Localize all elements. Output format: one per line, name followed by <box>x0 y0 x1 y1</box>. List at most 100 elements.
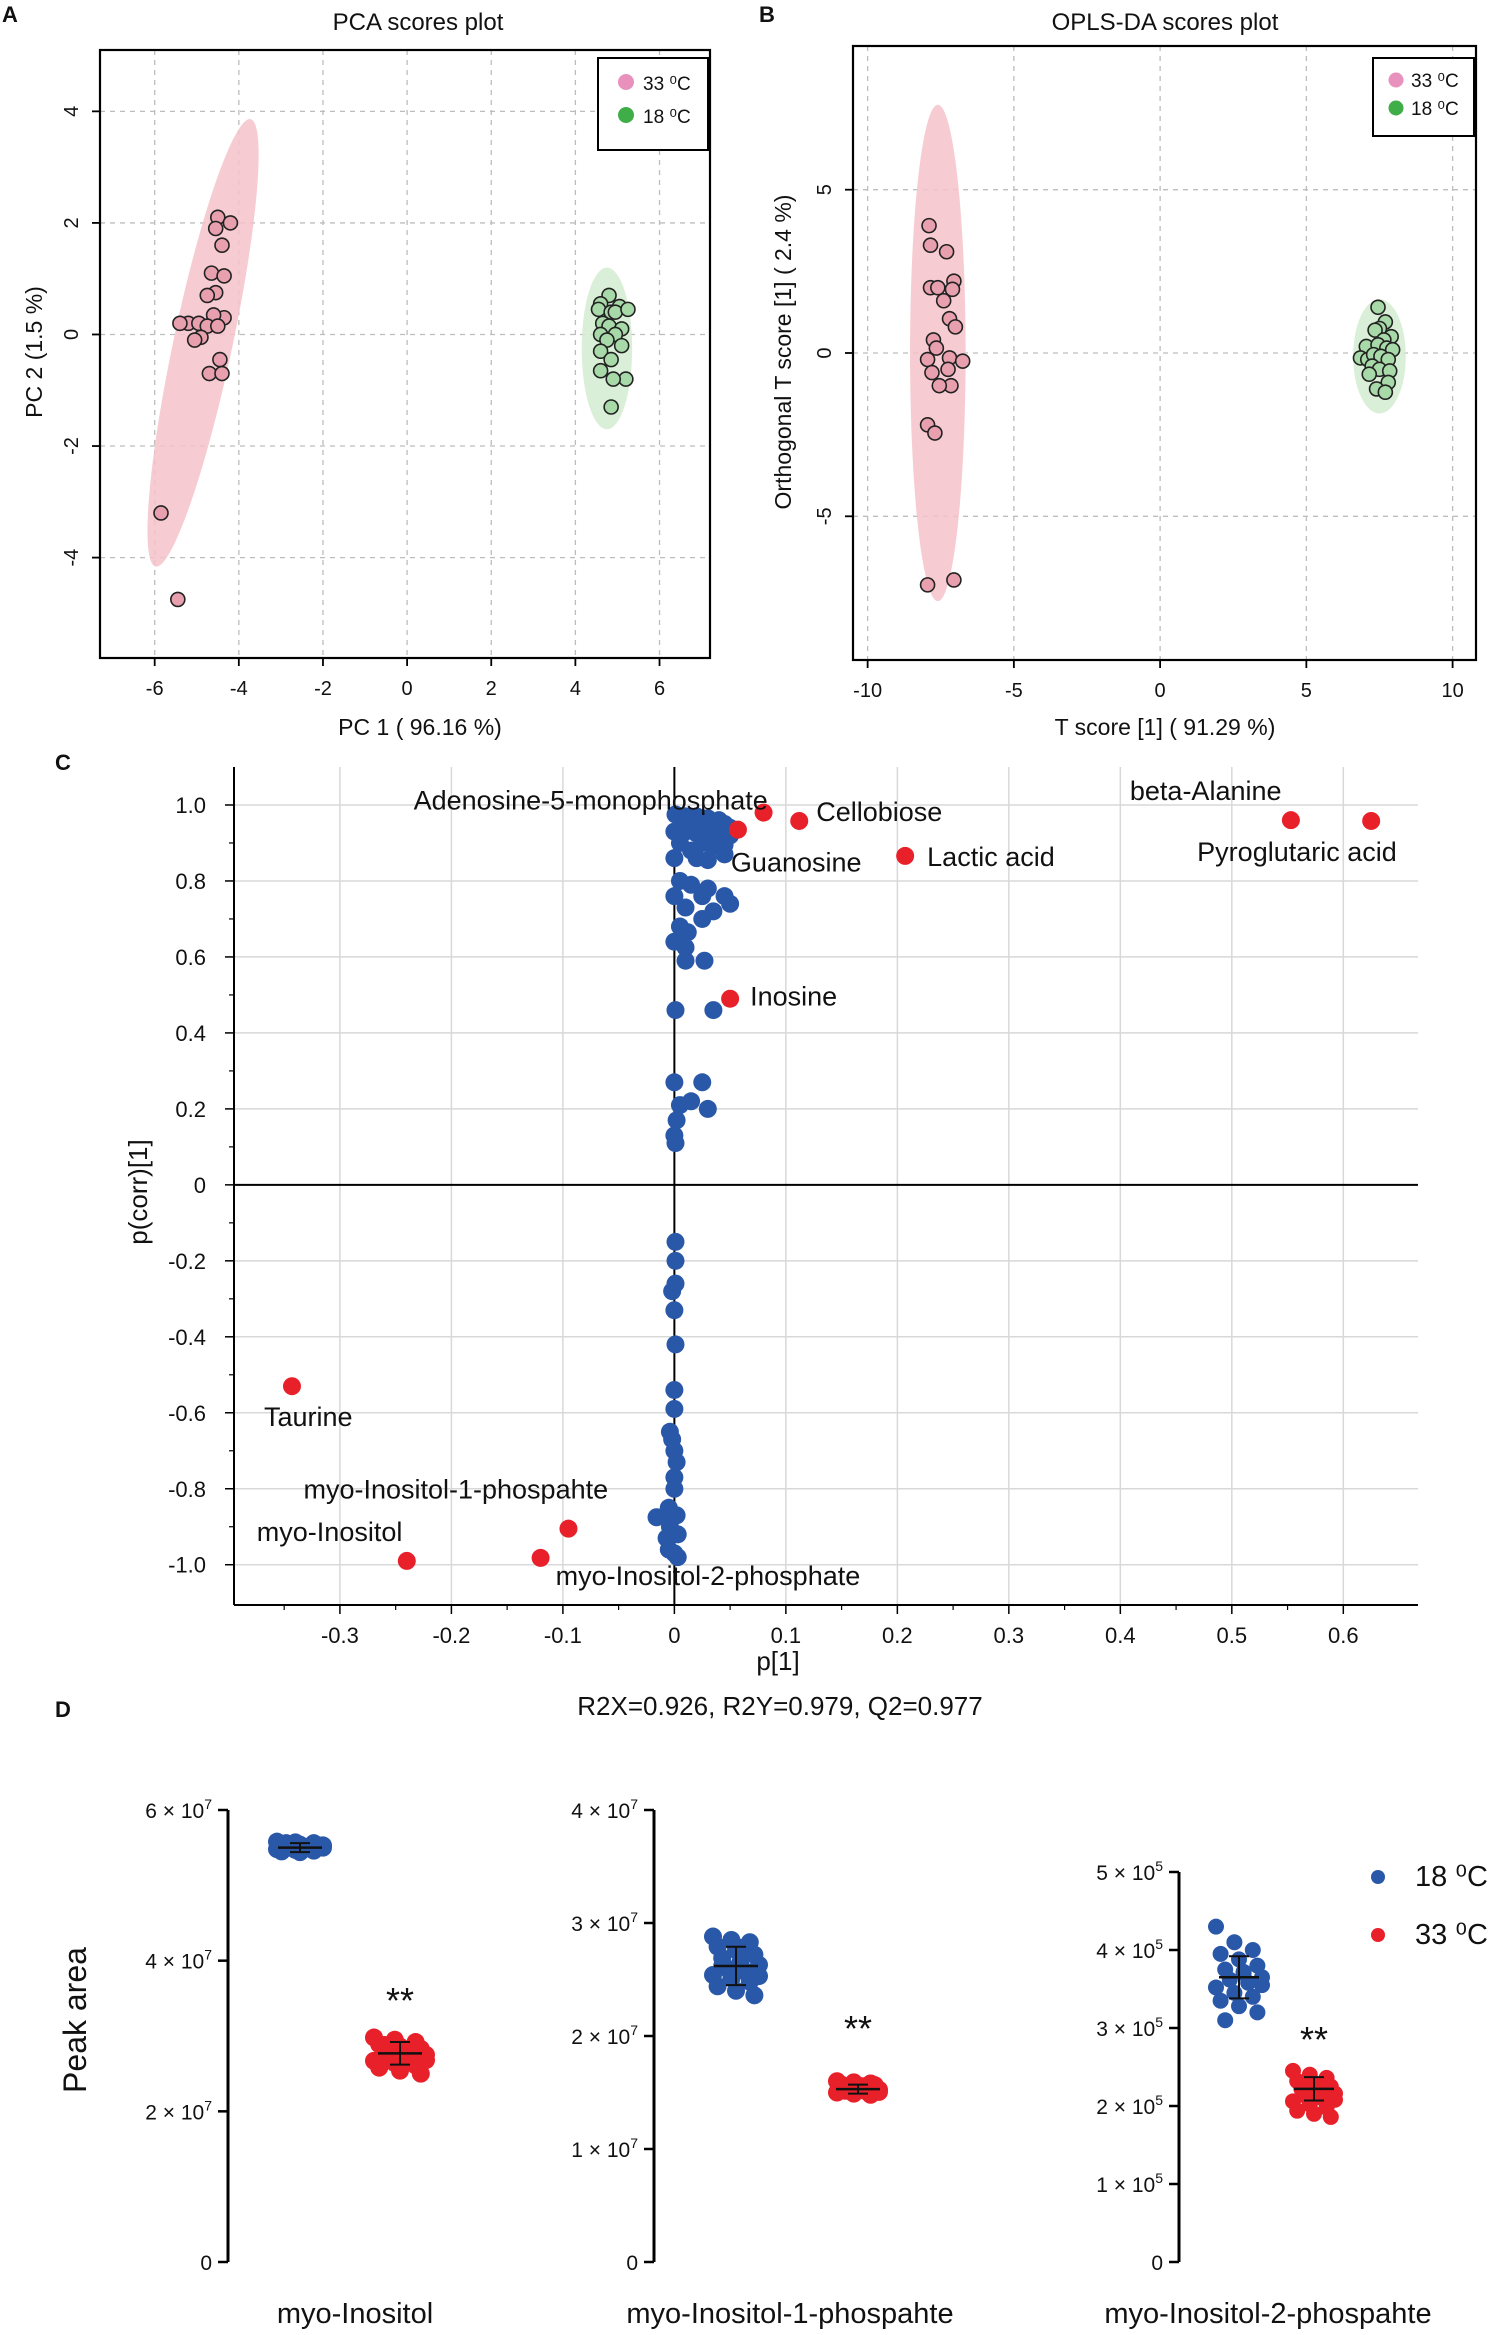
panel-letter-d: D <box>55 1697 71 1722</box>
splot-point-highlighted <box>559 1519 578 1538</box>
dot-myo-inositol-2-phospahte-point-18c <box>1254 1977 1270 1994</box>
splot-x-tick-label: 0.4 <box>1105 1623 1136 1648</box>
splot-point-metabolite <box>663 1282 682 1301</box>
splot-point-highlighted <box>1281 811 1300 830</box>
splot-point-metabolite <box>665 1479 684 1498</box>
oplsda-legend: 33 ⁰C 18 ⁰C <box>1372 57 1475 137</box>
splot-point-metabolite <box>678 923 697 942</box>
pca-y-tick-label: -4 <box>61 549 83 567</box>
splot-x-tick-label: 0.3 <box>994 1623 1025 1648</box>
pca-point-18c <box>620 301 636 318</box>
splot-point-metabolite <box>682 875 701 894</box>
splot-x-tick-label: 0 <box>668 1623 680 1648</box>
pca-point-18c <box>603 351 619 368</box>
splot-panel: C Adenosine-5-monophosphate Cellobiose Gua… <box>55 750 1418 1721</box>
pca-y-tick-label: 4 <box>61 106 83 117</box>
dotplot-legend-label-18c: 18 ⁰C <box>1415 1861 1488 1893</box>
dot-myo-inositol-point-33c <box>370 2058 389 2077</box>
dot-myo-inositol-1-phospahte-y-tick-label: 2 × 107 <box>571 2022 638 2049</box>
dot-myo-inositol-1-phospahte-point-18c <box>727 1981 745 2000</box>
pca-point-33c <box>214 365 230 382</box>
pca-legend-label-33c: 33 ⁰C <box>643 74 691 95</box>
panel-letter-a: A <box>2 2 18 27</box>
splot-y-tick-label: 0.8 <box>175 869 206 894</box>
splot-point-metabolite <box>665 849 684 868</box>
pca-x-axis-label: PC 1 ( 96.16 %) <box>338 714 502 740</box>
dot-myo-inositol-2-phospahte-y-tick-exponent: 5 <box>1155 1936 1163 1952</box>
splot-point-metabolite <box>676 938 695 957</box>
splot-point-metabolite <box>682 1092 701 1111</box>
splot-point-metabolite <box>693 909 712 928</box>
pca-plot-frame <box>98 48 712 660</box>
oplsda-point-18c <box>1361 366 1378 383</box>
splot-x-tick-label: 0.6 <box>1328 1623 1359 1648</box>
dot-myo-inositol-y-tick-label: 6 × 107 <box>145 1796 212 1823</box>
dotplot-legend-marker-33c <box>1371 1928 1385 1942</box>
dot-myo-inositol-1-phospahte-point-18c <box>745 1986 764 2005</box>
splot-y-tick-label: -0.8 <box>168 1477 206 1502</box>
pca-x-tick-label: 0 <box>402 678 413 700</box>
dot-myo-inositol-1-phospahte-y-tick-label: 0 <box>626 2252 638 2275</box>
splot-point-metabolite <box>665 1380 684 1399</box>
pca-point-33c <box>212 351 228 368</box>
oplsda-point-33c <box>919 577 936 593</box>
splot-point-highlighted <box>754 803 773 822</box>
splot-point-metabolite <box>693 887 712 906</box>
splot-x-axis-label: p[1] <box>756 1646 799 1676</box>
dot-myo-inositol-2-phospahte-y-tick-label: 1 × 105 <box>1096 2170 1163 2197</box>
splot-point-metabolite <box>665 887 684 906</box>
dot-myo-inositol-2-phospahte-point-33c <box>1306 2105 1322 2122</box>
dot-myo-inositol-point-33c <box>391 2061 409 2080</box>
pca-x-tick-label: 6 <box>654 678 665 700</box>
dot-myo-inositol-2-phospahte-y-tick-label: 4 × 105 <box>1096 1936 1163 1963</box>
oplsda-point-33c <box>935 292 952 309</box>
splot-label-metabolite: Pyroglutaric acid <box>1197 837 1397 867</box>
splot-point-metabolite <box>665 1301 684 1320</box>
dot-myo-inositol-significance-annotation: ** <box>386 1980 414 2021</box>
dot-myo-inositol-y-tick-label: 0 <box>200 2252 212 2275</box>
dot-myo-inositol-y-tick-label: 2 × 107 <box>145 2097 212 2124</box>
pca-y-tick-label: 2 <box>61 217 83 228</box>
dot-myo-inositol-point-33c <box>417 2051 435 2070</box>
splot-label-metabolite: myo-Inositol-1-phospahte <box>303 1475 608 1505</box>
splot-label-metabolite: Guanosine <box>731 848 862 878</box>
oplsda-y-axis-label: Orthogonal T score [1] ( 2.4 %) <box>770 195 796 510</box>
pca-point-33c <box>222 215 239 231</box>
pca-x-tick-label: -4 <box>230 678 248 700</box>
splot-point-metabolite <box>695 951 714 970</box>
dot-myo-inositol-2-phospahte-y-tick-exponent: 5 <box>1155 2092 1163 2108</box>
pca-legend-marker-33c <box>618 74 634 90</box>
dot-myo-inositol-2-phospahte-point-18c <box>1217 2012 1234 2029</box>
oplsda-y-tick-label: -5 <box>814 507 836 525</box>
dot-myo-inositol-1-phospahte-y-tick-label: 3 × 107 <box>571 1909 638 1936</box>
splot-y-tick-label: -1.0 <box>168 1553 206 1578</box>
panel-letter-b: B <box>759 2 775 27</box>
dot-myo-inositol-1-phospahte-point-33c <box>870 2082 888 2101</box>
oplsda-legend-label-33c: 33 ⁰C <box>1411 71 1459 92</box>
oplsda-point-18c <box>1367 322 1383 338</box>
splot-point-metabolite <box>665 1073 684 1092</box>
splot-point-metabolite <box>666 1134 685 1153</box>
splot-point-highlighted <box>728 820 747 839</box>
pca-point-33c <box>186 332 203 348</box>
dot-myo-inositol-2-phospahte-y-tick-exponent: 5 <box>1155 2170 1163 2186</box>
oplsda-point-33c <box>930 279 946 296</box>
oplsda-y-tick-label: 5 <box>814 184 836 195</box>
dot-myo-inositol-2-phospahte-point-33c <box>1289 2102 1306 2119</box>
splot-y-tick-label: -0.4 <box>168 1325 206 1350</box>
oplsda-point-33c <box>940 361 956 378</box>
splot-point-metabolite <box>676 898 695 917</box>
splot-label-metabolite: Adenosine-5-monophosphate <box>414 786 768 816</box>
splot-x-tick-label: 0.1 <box>771 1623 802 1648</box>
splot-y-tick-label: 0.4 <box>175 1021 206 1046</box>
dot-myo-inositol-2-phospahte-point-33c <box>1327 2091 1343 2108</box>
pca-point-18c <box>592 343 609 360</box>
oplsda-point-33c <box>931 377 948 394</box>
splot-point-metabolite <box>668 1548 687 1567</box>
pca-point-33c <box>216 268 232 284</box>
splot-point-highlighted <box>531 1548 550 1567</box>
dot-myo-inositol-1-phospahte-significance-annotation: ** <box>844 2008 872 2049</box>
splot-label-metabolite: Cellobiose <box>816 797 942 827</box>
splot-point-metabolite <box>667 1453 686 1472</box>
